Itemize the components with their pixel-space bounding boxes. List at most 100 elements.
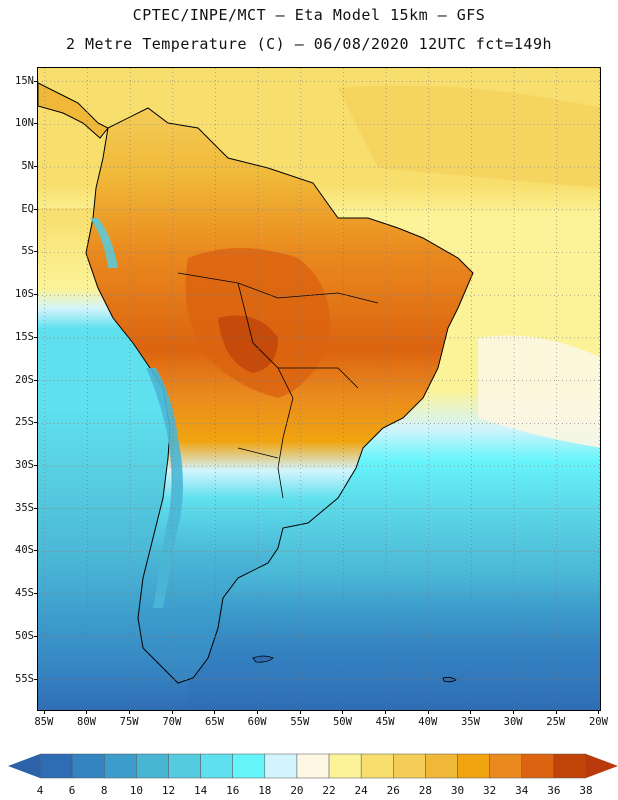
lon-tick <box>598 710 600 714</box>
lon-label: 35W <box>460 716 480 728</box>
colorbar-label: 12 <box>161 784 176 797</box>
lat-tick <box>34 635 38 637</box>
lat-tick <box>34 336 38 338</box>
lat-tick <box>34 593 38 595</box>
colorbar-swatch <box>425 753 458 779</box>
colorbar-swatch <box>457 753 490 779</box>
colorbar-label: 36 <box>547 784 561 797</box>
northern-andes-cold <box>90 218 118 268</box>
colorbar-swatch <box>264 753 298 779</box>
lon-label: 20W <box>588 716 608 728</box>
colorbar-swatch <box>328 753 362 779</box>
colorbar-swatch <box>393 753 426 779</box>
andes-cold-spine <box>146 368 183 608</box>
colorbar-swatch <box>200 753 233 779</box>
lon-tick <box>299 710 301 714</box>
lon-label: 40W <box>418 716 438 728</box>
lat-tick <box>34 80 38 82</box>
lat-tick <box>34 550 38 552</box>
chart-title-line2: 2 Metre Temperature (C) – 06/08/2020 12U… <box>65 35 553 53</box>
colorbar-label: 26 <box>386 784 400 797</box>
atlantic-warm-patch <box>478 335 600 448</box>
colorbar-label: 18 <box>258 784 272 797</box>
colorbar-label: 16 <box>226 784 240 797</box>
lat-tick <box>34 208 38 210</box>
colorbar-swatch <box>168 753 201 779</box>
lat-label: EQ <box>21 202 34 215</box>
lon-tick <box>342 710 344 714</box>
lon-label: 55W <box>290 716 310 728</box>
lat-tick <box>34 251 38 253</box>
lat-label: 50S <box>15 629 34 642</box>
colorbar-label: 10 <box>129 784 143 797</box>
lon-tick <box>555 710 557 714</box>
lon-label: 25W <box>546 716 566 728</box>
lat-tick <box>34 678 38 680</box>
colorbar-swatch <box>553 753 587 779</box>
lat-tick <box>34 294 38 296</box>
lat-label: 20S <box>15 373 34 386</box>
chart-title-line1: CPTEC/INPE/MCT – Eta Model 15km – GFS <box>132 6 486 24</box>
lon-label: 75W <box>119 716 139 728</box>
temperature-map <box>38 68 600 710</box>
colorbar-label: 34 <box>515 784 529 797</box>
colorbar <box>8 753 618 779</box>
lat-tick <box>34 166 38 168</box>
colorbar-label: 8 <box>100 784 108 797</box>
lon-label: 50W <box>332 716 352 728</box>
lat-label: 55S <box>15 672 34 685</box>
lon-tick <box>43 710 45 714</box>
lat-tick <box>34 379 38 381</box>
lon-tick <box>129 710 131 714</box>
colorbar-label: 6 <box>68 784 76 797</box>
lat-label: 30S <box>15 459 34 472</box>
lat-tick <box>34 422 38 424</box>
colorbar-swatch <box>71 753 105 779</box>
colorbar-label: 32 <box>483 784 497 797</box>
colorbar-swatch <box>136 753 169 779</box>
lon-tick <box>427 710 429 714</box>
lon-label: 85W <box>34 716 54 728</box>
lat-tick <box>34 465 38 467</box>
lon-tick <box>513 710 515 714</box>
lon-label: 30W <box>503 716 523 728</box>
lat-label: 40S <box>15 544 34 557</box>
colorbar-swatch <box>489 753 523 779</box>
lon-label: 60W <box>247 716 267 728</box>
colorbar-swatch <box>232 753 266 779</box>
map-panel[interactable] <box>37 67 601 711</box>
lat-label: 25S <box>15 416 34 429</box>
colorbar-label: 38 <box>579 784 593 797</box>
caribbean-warm-field <box>338 85 600 188</box>
colorbar-label: 30 <box>450 784 465 797</box>
lat-tick <box>34 507 38 509</box>
lat-label: 35S <box>15 501 34 514</box>
interior-hottest-core <box>218 315 278 373</box>
colorbar-swatch <box>103 753 137 779</box>
lon-tick <box>470 710 472 714</box>
country-borders <box>177 272 379 499</box>
colorbar-label: 24 <box>354 784 368 797</box>
colorbar-high-arrow <box>586 754 618 778</box>
colorbar-swatch <box>39 753 73 779</box>
lon-tick <box>86 710 88 714</box>
lat-label: 5S <box>21 245 34 258</box>
south-georgia-island <box>442 676 457 683</box>
colorbar-label: 28 <box>418 784 433 797</box>
lon-tick <box>214 710 216 714</box>
lat-label: 10S <box>15 288 34 301</box>
lon-tick <box>171 710 173 714</box>
lon-tick <box>257 710 259 714</box>
colorbar-swatch <box>296 753 330 779</box>
lat-lon-grid <box>38 68 600 710</box>
lon-tick <box>385 710 387 714</box>
colorbar-label: 14 <box>193 784 208 797</box>
lon-label: 80W <box>77 716 96 728</box>
colorbar-swatch <box>521 753 555 779</box>
colorbar-label: 20 <box>290 784 304 797</box>
lon-label: 70W <box>162 716 182 728</box>
lat-label: 15N <box>15 74 34 87</box>
lat-label: 10N <box>15 117 34 130</box>
colorbar-swatch <box>360 753 394 779</box>
lat-tick <box>34 123 38 125</box>
